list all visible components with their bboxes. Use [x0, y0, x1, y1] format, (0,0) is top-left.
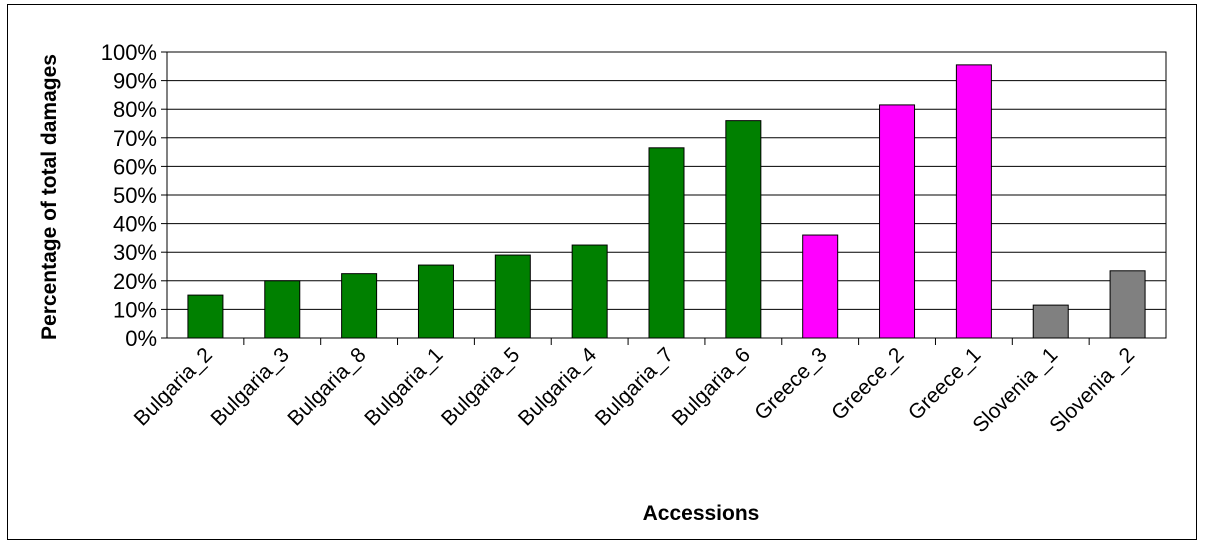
y-tick-label: 30%	[113, 240, 157, 265]
y-tick-label: 80%	[113, 97, 157, 122]
x-tick-label: Bulgaria_3	[207, 343, 294, 430]
y-tick-label: 20%	[113, 269, 157, 294]
bars	[187, 64, 1146, 339]
x-tick-label: Bulgaria_2	[130, 343, 217, 430]
x-tick-label: Bulgaria_6	[668, 343, 755, 430]
bar	[341, 273, 378, 339]
axes	[166, 51, 1167, 339]
x-tick-label: Bulgaria_8	[283, 343, 370, 430]
y-tick-label: 90%	[113, 69, 157, 94]
bar	[955, 64, 992, 339]
y-tick-label: 60%	[113, 154, 157, 179]
x-tick-label: Bulgaria_4	[514, 343, 601, 430]
x-axis-title: Accessions	[643, 502, 760, 525]
bar	[494, 254, 531, 339]
y-tick-label: 40%	[113, 212, 157, 237]
y-axis-title: Percentage of total damages	[38, 54, 61, 340]
y-tick-label: 50%	[113, 183, 157, 208]
y-tick-label: 10%	[113, 297, 157, 322]
x-tick-labels: Bulgaria_2Bulgaria_3Bulgaria_8Bulgaria_1…	[130, 338, 1139, 437]
y-tick-label: 70%	[113, 126, 157, 151]
bar	[1109, 270, 1146, 339]
plot-area-border	[166, 51, 1167, 339]
x-tick-label: Greece_1	[904, 343, 985, 424]
x-tick-label: Bulgaria_5	[437, 343, 524, 430]
y-tick-labels: 0% 10% 20% 30% 40% 50% 60% 70% 80% 90% 100%	[101, 40, 157, 351]
bar	[571, 244, 608, 339]
bar	[417, 264, 454, 339]
bar	[187, 294, 224, 339]
x-tick-label: Bulgaria_1	[360, 343, 447, 430]
y-tick-label: 100%	[101, 40, 157, 65]
x-tick-label: Bulgaria_7	[591, 343, 678, 430]
x-tick-label: Greece_3	[750, 343, 831, 424]
bar	[725, 120, 762, 339]
bar	[1032, 304, 1069, 339]
x-tick-label: Greece_2	[827, 343, 908, 424]
bar	[879, 104, 916, 339]
bar	[648, 147, 685, 339]
bar	[264, 280, 301, 339]
bar	[802, 234, 839, 339]
y-tick-label: 0%	[125, 326, 157, 351]
